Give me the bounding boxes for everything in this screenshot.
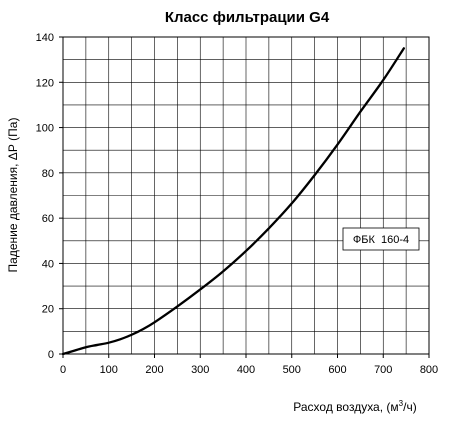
grid: [63, 37, 429, 354]
legend-label: ФБК 160-4: [353, 234, 409, 246]
y-tick-label: 120: [36, 77, 54, 89]
y-axis-ticks: 0 20 40 60 80 100 120 140: [36, 32, 63, 361]
y-tick-label: 140: [36, 32, 54, 44]
series-line-fbk-160-4: [61, 47, 405, 356]
x-tick-label: 500: [283, 364, 301, 376]
legend-frame: [342, 227, 420, 251]
x-tick-label: 300: [191, 364, 209, 376]
x-tick-label: 600: [328, 364, 346, 376]
x-axis-label-main: Расход воздуха, (м: [293, 400, 398, 414]
x-tick-label: 200: [145, 364, 163, 376]
x-tick-label: 800: [420, 364, 438, 376]
x-axis-label: Расход воздуха, (м3/ч): [293, 399, 416, 414]
y-tick-label: 20: [42, 304, 54, 316]
y-tick-label: 40: [42, 258, 54, 270]
x-axis-label-tail: /ч): [403, 400, 417, 414]
y-axis-label: Падение давления, ΔР (Па): [6, 118, 20, 273]
legend-box: ФБК 160-4: [342, 227, 420, 251]
y-tick-label: 0: [48, 349, 54, 361]
x-tick-label: 700: [374, 364, 392, 376]
y-tick-label: 100: [36, 123, 54, 135]
y-tick-label: 80: [42, 168, 54, 180]
x-axis-ticks: 0 100 200 300 400 500 600 700 800: [60, 354, 438, 376]
chart-title: Класс фильтрации G4: [165, 9, 330, 26]
x-tick-label: 0: [60, 364, 66, 376]
y-tick-label: 60: [42, 213, 54, 225]
x-tick-label: 100: [100, 364, 118, 376]
x-tick-label: 400: [237, 364, 255, 376]
x-axis-label-sup: 3: [399, 399, 404, 408]
